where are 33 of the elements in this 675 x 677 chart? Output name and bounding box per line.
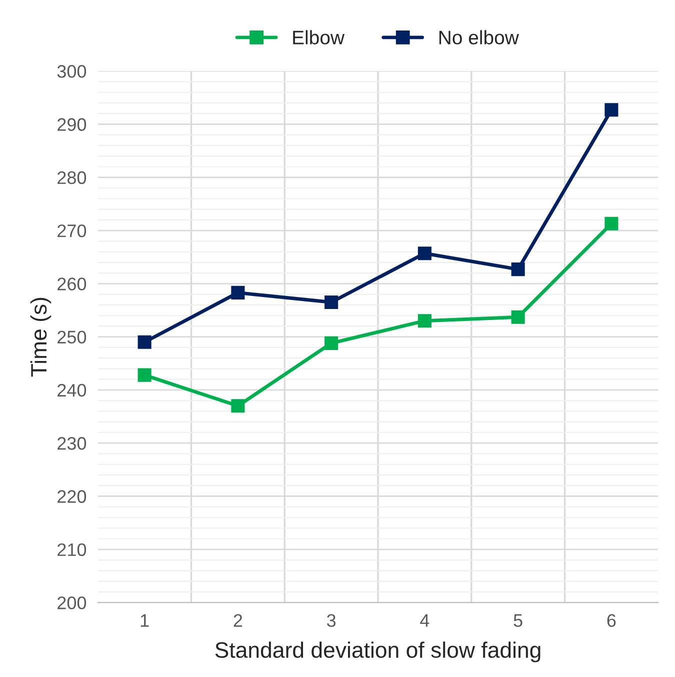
y-tick-label: 220 — [58, 490, 86, 503]
point — [324, 336, 338, 350]
point — [418, 246, 432, 260]
point — [511, 310, 525, 324]
y-tick-label: 210 — [58, 543, 86, 556]
x-tick-label: 1 — [140, 614, 149, 627]
x-axis-title: Standard deviation of slow fading — [215, 642, 540, 662]
legend-label: No elbow — [439, 30, 519, 44]
point — [231, 399, 245, 413]
y-tick-label: 300 — [57, 65, 86, 78]
y-tick-label: 290 — [58, 118, 86, 131]
x-tick-label: 3 — [326, 614, 336, 627]
y-tick-label: 280 — [58, 171, 86, 184]
y-tick-label: 250 — [58, 330, 86, 344]
x-tick-label: 4 — [420, 614, 430, 627]
y-tick-label: 230 — [58, 437, 86, 450]
y-tick-label: 270 — [58, 224, 86, 238]
point — [418, 314, 432, 328]
y-tick-label: 260 — [58, 278, 86, 290]
y-tick-label: 200 — [58, 596, 86, 610]
point — [138, 368, 152, 382]
y-tick-label: 240 — [58, 384, 86, 397]
point — [231, 286, 245, 300]
y-axis-title: Time (s) — [30, 298, 52, 377]
point — [511, 262, 525, 276]
point — [604, 216, 618, 230]
point — [324, 295, 338, 310]
point — [138, 335, 152, 349]
x-tick-label: 5 — [514, 614, 522, 627]
legend-label: Elbow — [293, 30, 345, 44]
x-tick-label: 2 — [234, 614, 242, 627]
x-tick-label: 6 — [607, 614, 616, 627]
point — [604, 103, 618, 117]
